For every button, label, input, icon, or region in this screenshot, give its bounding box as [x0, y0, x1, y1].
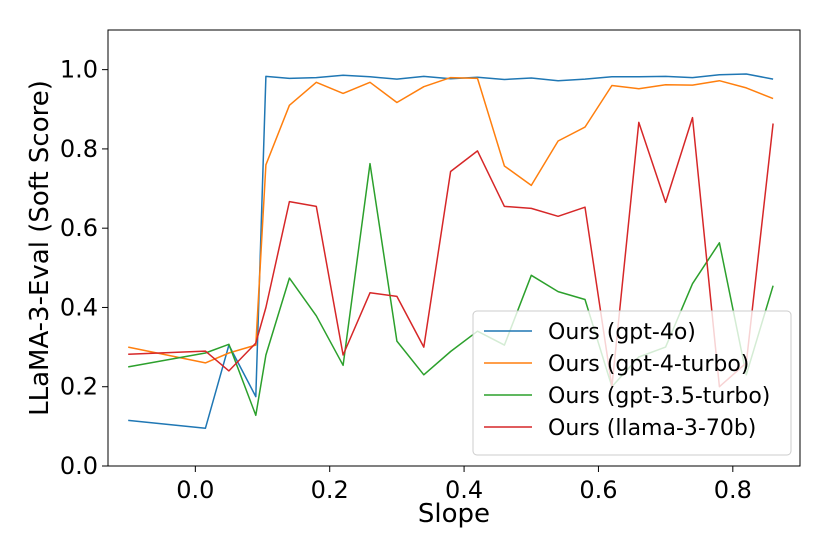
plot-border: [107, 29, 801, 467]
series-line-3: [128, 116, 774, 388]
y-tick-label: 0.4: [60, 293, 98, 321]
x-tick-label: 0.4: [445, 476, 483, 504]
y-tick-label: 1.0: [60, 56, 98, 84]
x-tick-label: 0.0: [176, 476, 214, 504]
y-tick-label: 0.0: [60, 452, 98, 480]
x-axis: 0.0 0.2 0.4 0.6 0.8: [176, 466, 752, 504]
x-tick-label: 0.6: [579, 476, 617, 504]
legend-label-0: Ours (gpt-4o): [548, 320, 696, 345]
legend-label-2: Ours (gpt-3.5-turbo): [548, 384, 770, 409]
legend-box: [472, 310, 792, 456]
legend: Ours (gpt-4o) Ours (gpt-4-turbo) Ours (gpt…: [472, 310, 792, 456]
y-tick-label: 0.2: [60, 373, 98, 401]
y-axis: 0.0 0.2 0.4 0.6 0.8 1.0: [60, 56, 108, 480]
legend-label-3: Ours (llama-3-70b): [548, 416, 756, 441]
y-axis-label: LLaMA-3-Eval (Soft Score): [25, 80, 55, 416]
legend-label-1: Ours (gpt-4-turbo): [548, 352, 749, 377]
y-tick-label: 0.6: [60, 214, 98, 242]
x-tick-label: 0.8: [714, 476, 752, 504]
x-axis-label: Slope: [418, 499, 490, 529]
series-line-1: [128, 76, 774, 364]
x-tick-label: 0.2: [311, 476, 349, 504]
y-tick-label: 0.8: [60, 135, 98, 163]
